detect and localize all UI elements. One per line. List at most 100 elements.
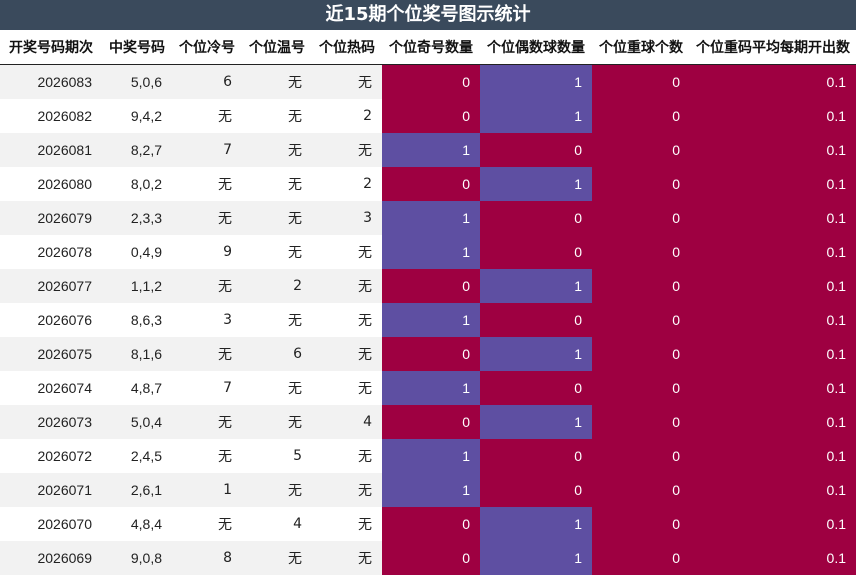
cell-period: 2026074 <box>0 370 102 405</box>
cell-cold: 7 <box>172 370 242 405</box>
table-row[interactable]: 2026072 2,4,5 无 5 无 1 0 0 0.1 <box>0 438 856 473</box>
cell-repeat-average: 0.1 <box>690 540 856 575</box>
cell-cold: 1 <box>172 472 242 507</box>
header-odd-count[interactable]: 个位奇号数量 <box>382 30 480 65</box>
table-row[interactable]: 2026076 8,6,3 3 无无 1 0 0 0.1 <box>0 302 856 337</box>
cell-odd-count: 0 <box>382 166 480 201</box>
cell-repeat-count: 0 <box>592 438 690 473</box>
header-repeat-count[interactable]: 个位重球个数 <box>592 30 690 65</box>
cell-odd-count: 1 <box>382 302 480 337</box>
cell-repeat-count: 0 <box>592 506 690 541</box>
cell-warm: 无 <box>242 166 312 201</box>
cell-repeat-average: 0.1 <box>690 166 856 201</box>
cell-period: 2026080 <box>0 166 102 201</box>
cell-warm: 无 <box>242 472 312 507</box>
cell-repeat-count: 0 <box>592 234 690 269</box>
cell-numbers: 9,4,2 <box>102 98 172 133</box>
header-period[interactable]: 开奖号码期次 <box>0 30 102 65</box>
header-cold[interactable]: 个位冷号 <box>172 30 242 65</box>
cell-numbers: 8,0,2 <box>102 166 172 201</box>
cell-even-count: 1 <box>480 268 592 303</box>
header-repeat-average[interactable]: 个位重码平均每期开出数 <box>690 30 856 65</box>
cell-warm: 无 <box>242 200 312 235</box>
cell-repeat-average: 0.1 <box>690 370 856 405</box>
cell-repeat-average: 0.1 <box>690 200 856 235</box>
cell-warm: 无 <box>242 132 312 167</box>
table-row[interactable]: 2026077 1,1,2 无 2 无 0 1 0 0.1 <box>0 268 856 303</box>
table-row[interactable]: 2026083 5,0,6 6 无无 0 1 0 0.1 <box>0 64 856 99</box>
cell-odd-count: 1 <box>382 234 480 269</box>
header-warm[interactable]: 个位温号 <box>242 30 312 65</box>
cell-cold: 8 <box>172 540 242 575</box>
table-row[interactable]: 2026075 8,1,6 无 6 无 0 1 0 0.1 <box>0 336 856 371</box>
cell-repeat-count: 0 <box>592 336 690 371</box>
header-hot[interactable]: 个位热码 <box>312 30 382 65</box>
cell-repeat-count: 0 <box>592 64 690 99</box>
cell-even-count: 1 <box>480 98 592 133</box>
cell-numbers: 2,6,1 <box>102 472 172 507</box>
cell-repeat-count: 0 <box>592 472 690 507</box>
cell-cold: 无 <box>172 336 242 371</box>
cell-cold: 无 <box>172 98 242 133</box>
cell-odd-count: 1 <box>382 370 480 405</box>
cell-repeat-average: 0.1 <box>690 404 856 439</box>
cell-warm: 无 <box>242 234 312 269</box>
cell-odd-count: 1 <box>382 132 480 167</box>
cell-cold: 6 <box>172 64 242 99</box>
cell-repeat-average: 0.1 <box>690 438 856 473</box>
cell-warm: 无 <box>242 64 312 99</box>
cell-hot: 4 <box>312 404 382 439</box>
cell-hot: 无 <box>312 540 382 575</box>
cell-cold: 3 <box>172 302 242 337</box>
cell-odd-count: 1 <box>382 438 480 473</box>
table-body: 2026083 5,0,6 6 无无 0 1 0 0.1 2026082 9,4,2 无无 2 0 1 0 0… <box>0 64 856 575</box>
table-row[interactable]: 2026073 5,0,4 无无 4 0 1 0 0.1 <box>0 404 856 439</box>
cell-even-count: 0 <box>480 302 592 337</box>
cell-hot: 无 <box>312 234 382 269</box>
cell-warm: 无 <box>242 302 312 337</box>
cell-warm: 2 <box>242 268 312 303</box>
cell-hot: 无 <box>312 132 382 167</box>
cell-period: 2026069 <box>0 540 102 575</box>
cell-numbers: 8,6,3 <box>102 302 172 337</box>
header-even-count[interactable]: 个位偶数球数量 <box>480 30 592 65</box>
table-row[interactable]: 2026082 9,4,2 无无 2 0 1 0 0.1 <box>0 98 856 133</box>
cell-period: 2026078 <box>0 234 102 269</box>
cell-hot: 无 <box>312 64 382 99</box>
cell-numbers: 2,4,5 <box>102 438 172 473</box>
table-row[interactable]: 2026071 2,6,1 1 无无 1 0 0 0.1 <box>0 472 856 507</box>
cell-cold: 无 <box>172 404 242 439</box>
cell-warm: 5 <box>242 438 312 473</box>
cell-period: 2026073 <box>0 404 102 439</box>
cell-even-count: 1 <box>480 336 592 371</box>
cell-repeat-average: 0.1 <box>690 472 856 507</box>
cell-numbers: 0,4,9 <box>102 234 172 269</box>
cell-cold: 无 <box>172 200 242 235</box>
cell-even-count: 0 <box>480 370 592 405</box>
cell-repeat-average: 0.1 <box>690 336 856 371</box>
cell-repeat-average: 0.1 <box>690 302 856 337</box>
cell-numbers: 5,0,4 <box>102 404 172 439</box>
table-row[interactable]: 2026069 9,0,8 8 无无 0 1 0 0.1 <box>0 540 856 575</box>
cell-cold: 无 <box>172 506 242 541</box>
table-row[interactable]: 2026079 2,3,3 无无 3 1 0 0 0.1 <box>0 200 856 235</box>
table-row[interactable]: 2026078 0,4,9 9 无无 1 0 0 0.1 <box>0 234 856 269</box>
cell-repeat-average: 0.1 <box>690 98 856 133</box>
cell-numbers: 9,0,8 <box>102 540 172 575</box>
cell-repeat-count: 0 <box>592 370 690 405</box>
cell-hot: 无 <box>312 472 382 507</box>
cell-period: 2026075 <box>0 336 102 371</box>
cell-period: 2026082 <box>0 98 102 133</box>
cell-period: 2026083 <box>0 64 102 99</box>
cell-even-count: 0 <box>480 234 592 269</box>
cell-odd-count: 1 <box>382 472 480 507</box>
cell-repeat-average: 0.1 <box>690 268 856 303</box>
header-numbers[interactable]: 中奖号码 <box>102 30 172 65</box>
cell-hot: 2 <box>312 166 382 201</box>
cell-hot: 无 <box>312 370 382 405</box>
cell-repeat-average: 0.1 <box>690 132 856 167</box>
table-row[interactable]: 2026074 4,8,7 7 无无 1 0 0 0.1 <box>0 370 856 405</box>
table-row[interactable]: 2026080 8,0,2 无无 2 0 1 0 0.1 <box>0 166 856 201</box>
table-row[interactable]: 2026081 8,2,7 7 无无 1 0 0 0.1 <box>0 132 856 167</box>
table-row[interactable]: 2026070 4,8,4 无 4 无 0 1 0 0.1 <box>0 506 856 541</box>
